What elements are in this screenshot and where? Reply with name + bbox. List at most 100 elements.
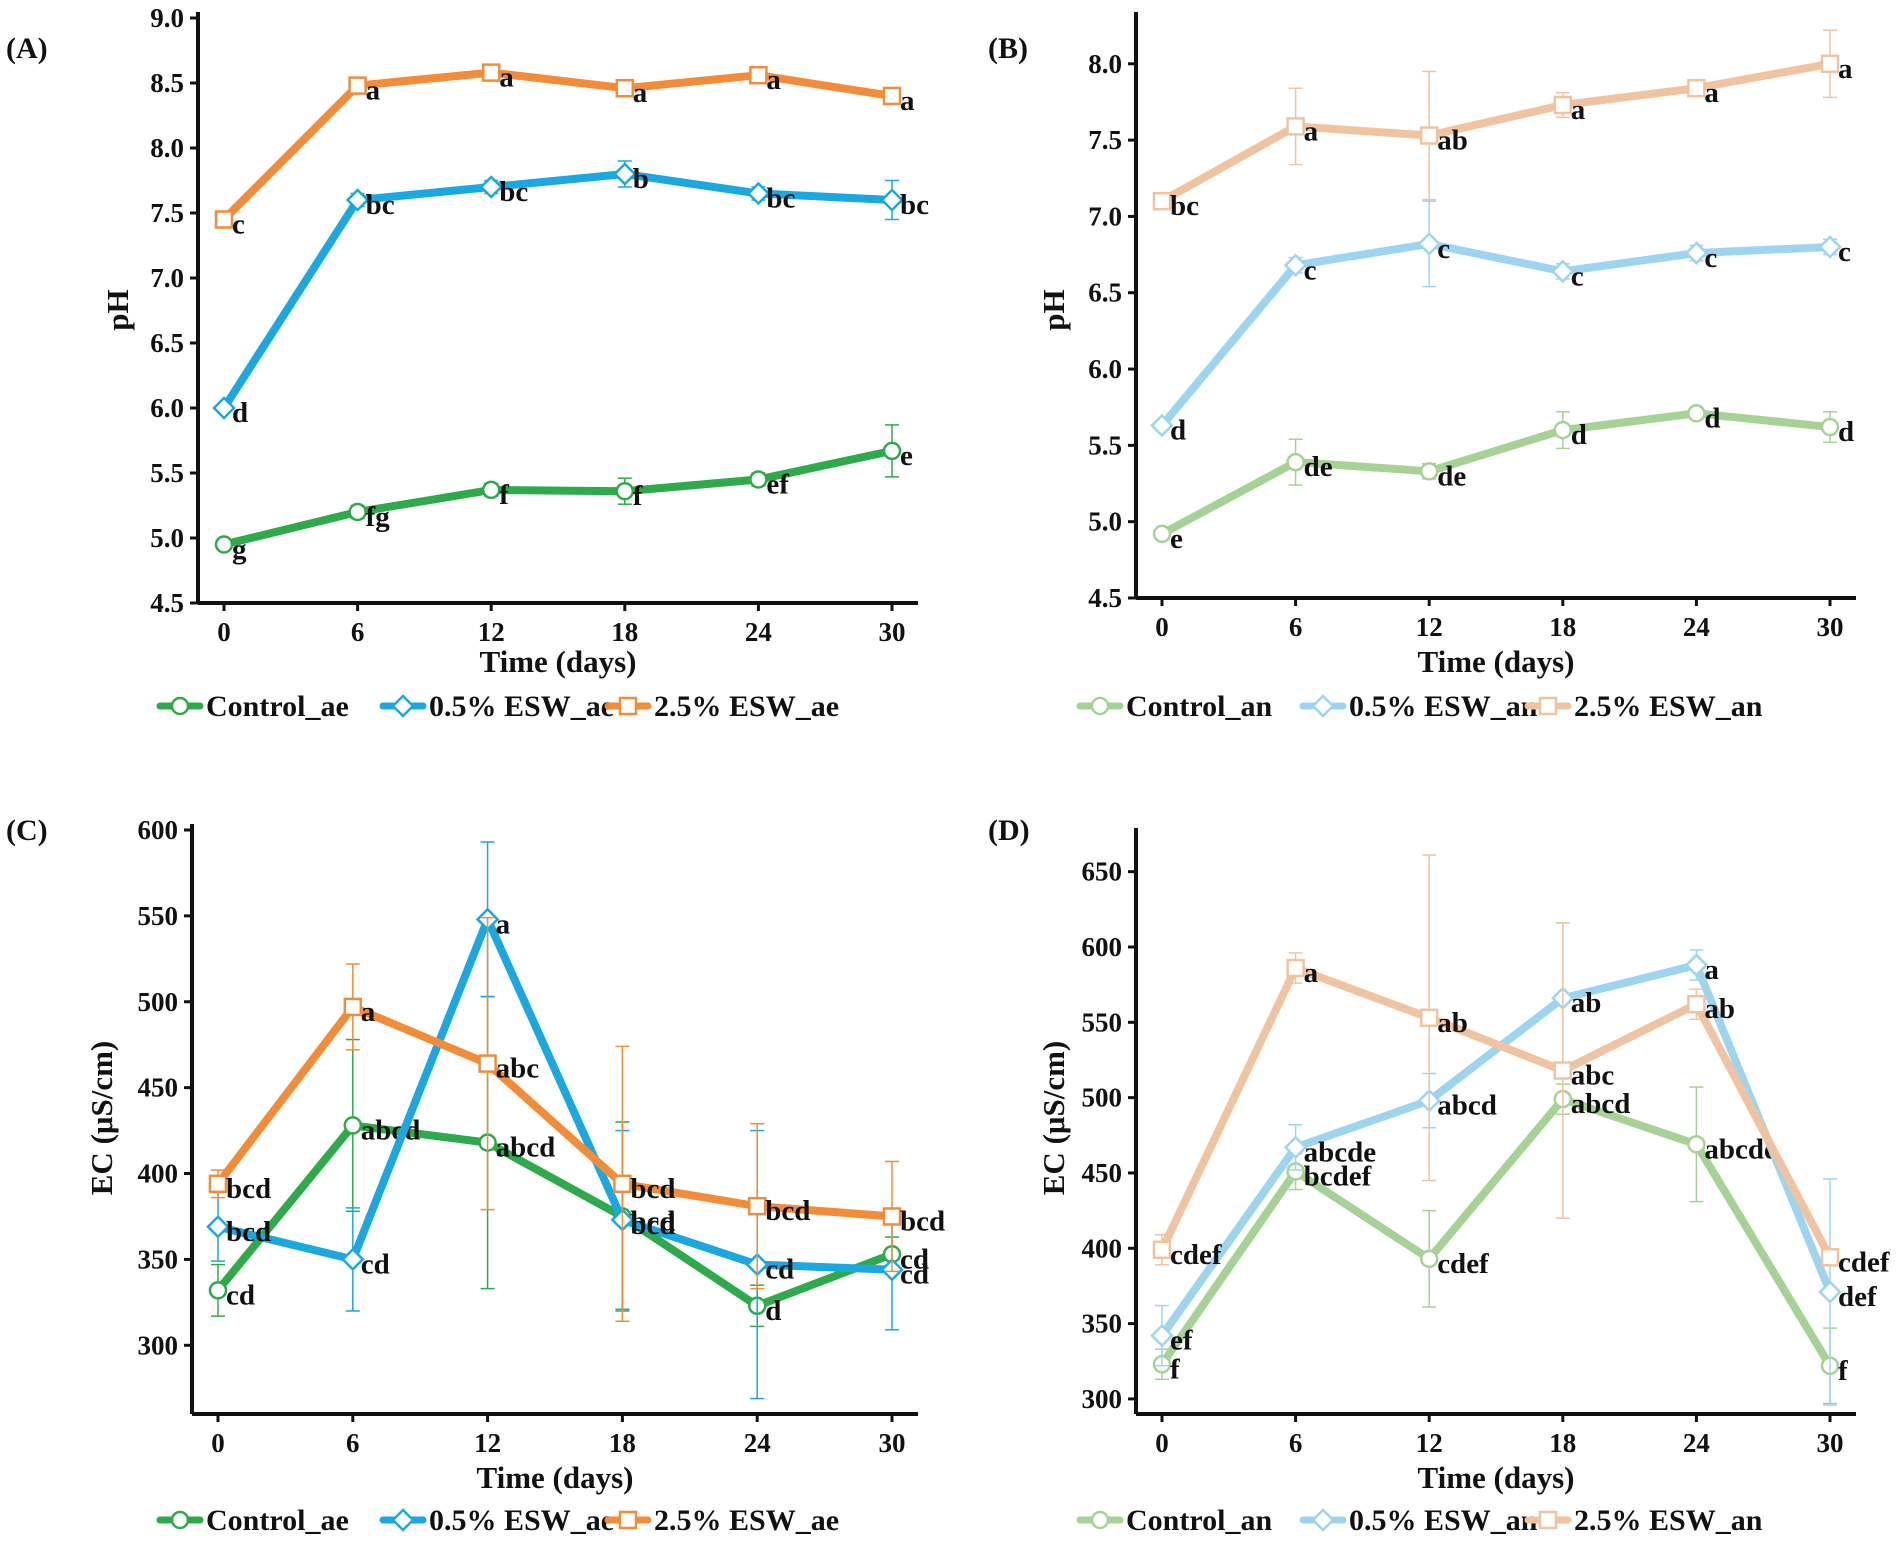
significance-letter: cd bbox=[765, 1254, 794, 1286]
significance-letter: cd bbox=[900, 1243, 929, 1275]
panel-b: (B) 4.5 5.0 5.5 6.0 6.5 7.0 7.5 8.0 0 6 12 18 24 30 Tim… bbox=[988, 12, 1856, 723]
significance-letter: abcd bbox=[1437, 1090, 1497, 1122]
data-point bbox=[341, 1247, 365, 1272]
significance-letter: f bbox=[1838, 1355, 1848, 1387]
legend-marker bbox=[1311, 694, 1335, 718]
panel-label: (B) bbox=[988, 32, 1028, 65]
legend-marker bbox=[1538, 696, 1558, 716]
series-2-5-esw-ae: c a a a a a bbox=[214, 62, 915, 241]
data-point bbox=[613, 162, 637, 186]
x-tick-label: 6 bbox=[351, 617, 365, 647]
significance-letter: d bbox=[765, 1295, 781, 1327]
significance-letter: d bbox=[1838, 416, 1854, 448]
data-point bbox=[1687, 994, 1706, 1014]
significance-letter: bc bbox=[766, 183, 795, 215]
y-tick-label: 7.5 bbox=[150, 198, 184, 228]
data-point bbox=[348, 76, 367, 95]
data-point bbox=[1150, 413, 1174, 438]
data-point bbox=[1283, 253, 1308, 278]
series-0-5-esw-ae: d bc bc b bc bc bbox=[212, 160, 929, 429]
legend-item: Control_ae bbox=[156, 1504, 349, 1537]
significance-letter: bc bbox=[1170, 190, 1199, 222]
y-tick-label: 350 bbox=[1082, 1309, 1123, 1339]
significance-letter: bcd bbox=[900, 1205, 945, 1237]
significance-letter: bcd bbox=[226, 1173, 271, 1205]
x-tick-label: 0 bbox=[1155, 612, 1169, 642]
x-tick-label: 30 bbox=[879, 617, 906, 647]
legend-marker bbox=[391, 694, 415, 718]
data-point bbox=[1152, 191, 1172, 211]
data-point bbox=[1419, 1008, 1439, 1028]
data-point bbox=[613, 1174, 632, 1194]
y-tick-label: 4.5 bbox=[1088, 583, 1122, 613]
legend-item: 0.5% ESW_ae bbox=[379, 1504, 614, 1537]
x-tick-label: 6 bbox=[346, 1428, 360, 1458]
legend-item: 0.5% ESW_ae bbox=[379, 690, 614, 723]
significance-letter: c bbox=[1304, 254, 1317, 286]
y-tick-label: 400 bbox=[138, 1159, 179, 1189]
series-line bbox=[1158, 964, 1834, 1262]
significance-letter: cdef bbox=[1170, 1239, 1222, 1271]
y-tick-label: 400 bbox=[1082, 1233, 1123, 1263]
data-point bbox=[1684, 953, 1709, 977]
significance-letter: a bbox=[361, 996, 376, 1028]
data-point bbox=[1820, 417, 1840, 437]
series-line bbox=[1158, 59, 1834, 206]
y-axis-title: EC (μS/cm) bbox=[1036, 1041, 1071, 1195]
significance-letter: f bbox=[633, 480, 643, 512]
series-2-5-esw-an: bc a ab a a a bbox=[1152, 29, 1853, 222]
y-tick-label: 4.5 bbox=[150, 588, 184, 618]
significance-letter: ab bbox=[1437, 125, 1468, 157]
significance-letter: def bbox=[1838, 1281, 1877, 1313]
significance-letter: bcd bbox=[765, 1195, 810, 1227]
y-tick-label: 8.0 bbox=[1088, 49, 1122, 79]
significance-letter: d bbox=[232, 397, 248, 429]
legend-item: 0.5% ESW_an bbox=[1299, 690, 1538, 723]
legend-label: 2.5% ESW_ae bbox=[654, 690, 839, 723]
significance-letter: a bbox=[1571, 94, 1586, 126]
x-tick-label: 12 bbox=[474, 1428, 501, 1458]
significance-letter: ab bbox=[1571, 987, 1602, 1019]
significance-letter: a bbox=[1704, 77, 1719, 109]
legend-item: Control_ae bbox=[156, 690, 349, 723]
x-tick-label: 18 bbox=[1549, 612, 1576, 642]
legend-label: 0.5% ESW_an bbox=[1349, 690, 1538, 723]
y-tick-label: 500 bbox=[1082, 1083, 1123, 1113]
series-line bbox=[220, 170, 896, 412]
x-tick-label: 18 bbox=[1549, 1428, 1576, 1458]
legend-label: 0.5% ESW_ae bbox=[429, 1504, 614, 1537]
panel-c: (C) 300 350 400 450 500 550 600 0 6 12 18 24 30 Time (… bbox=[6, 814, 945, 1537]
data-point bbox=[1818, 1280, 1842, 1304]
x-axis-title: Time (days) bbox=[1417, 1460, 1574, 1495]
series-line bbox=[220, 68, 896, 224]
legend-label: 2.5% ESW_an bbox=[1574, 690, 1763, 723]
significance-letter: a bbox=[1704, 954, 1719, 986]
data-point bbox=[1551, 259, 1575, 284]
data-point bbox=[746, 181, 771, 206]
data-point bbox=[747, 1196, 767, 1216]
legend-item: Control_an bbox=[1076, 1504, 1272, 1537]
significance-letter: abcd bbox=[1571, 1088, 1631, 1120]
data-point bbox=[1820, 54, 1840, 74]
series-line bbox=[1158, 1095, 1834, 1370]
legend-label: Control_ae bbox=[206, 1504, 349, 1537]
significance-letter: a bbox=[496, 908, 511, 940]
data-point bbox=[479, 175, 503, 199]
legend-label: Control_ae bbox=[206, 690, 349, 723]
significance-letter: cd bbox=[900, 1259, 929, 1291]
y-axis-title: pH bbox=[100, 289, 135, 330]
data-point bbox=[882, 86, 902, 106]
x-tick-label: 24 bbox=[744, 1428, 771, 1458]
panel-label: (D) bbox=[988, 814, 1030, 847]
y-tick-label: 6.5 bbox=[150, 328, 184, 358]
data-point bbox=[481, 63, 501, 82]
data-point bbox=[1553, 95, 1573, 115]
significance-letter: a bbox=[366, 75, 381, 107]
legend-item: 0.5% ESW_an bbox=[1299, 1504, 1538, 1537]
legend-marker bbox=[1311, 1508, 1335, 1532]
x-tick-label: 12 bbox=[1416, 1428, 1443, 1458]
legend-label: 2.5% ESW_an bbox=[1574, 1504, 1763, 1537]
y-tick-label: 450 bbox=[138, 1073, 179, 1103]
significance-letter: abcde bbox=[1304, 1136, 1377, 1168]
legend-marker bbox=[170, 696, 190, 716]
